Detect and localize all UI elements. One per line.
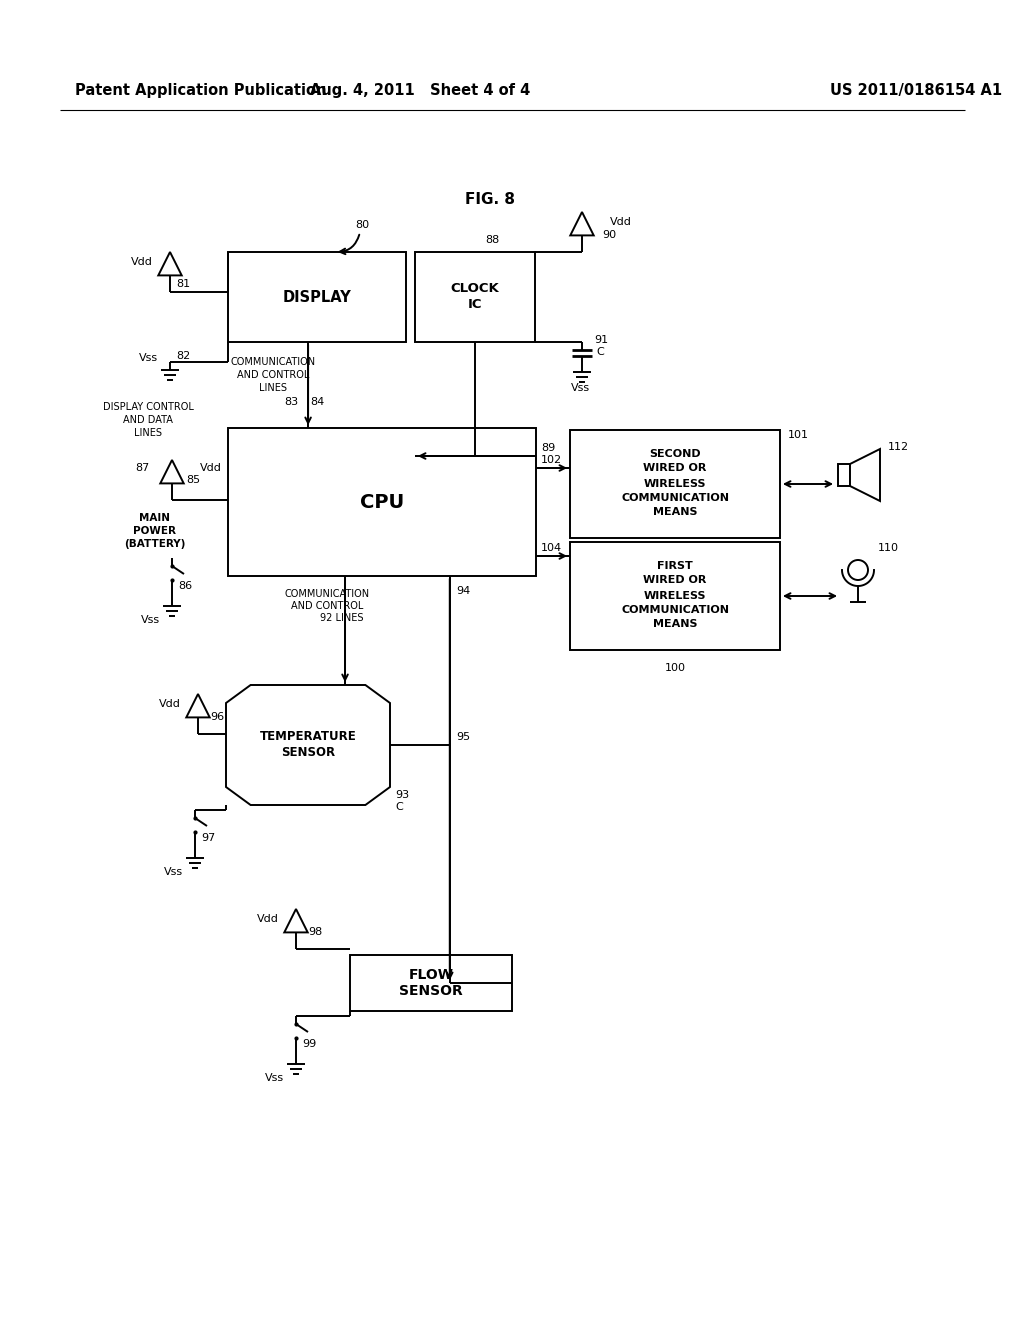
Text: 101: 101 (788, 430, 809, 440)
Text: 92 LINES: 92 LINES (321, 612, 364, 623)
Text: 83: 83 (284, 397, 298, 407)
Bar (350, 954, 512, 1011)
Text: 88: 88 (485, 235, 500, 246)
Text: TEMPERATURE: TEMPERATURE (260, 730, 356, 743)
Text: SECOND: SECOND (649, 449, 700, 459)
Text: 93: 93 (395, 789, 410, 800)
Polygon shape (570, 213, 594, 235)
Bar (570, 430, 780, 539)
Text: COMMUNICATION: COMMUNICATION (621, 605, 729, 615)
Text: COMMUNICATION: COMMUNICATION (230, 356, 315, 367)
Text: 96: 96 (210, 711, 224, 722)
Text: 87: 87 (136, 463, 150, 473)
Text: Aug. 4, 2011   Sheet 4 of 4: Aug. 4, 2011 Sheet 4 of 4 (310, 82, 530, 98)
Bar (415, 252, 535, 342)
Text: 82: 82 (176, 351, 190, 360)
Text: 81: 81 (176, 279, 190, 289)
Text: US 2011/0186154 A1: US 2011/0186154 A1 (830, 82, 1002, 98)
Polygon shape (186, 694, 210, 717)
Text: 80: 80 (355, 220, 369, 230)
Text: LINES: LINES (259, 383, 287, 393)
Text: (BATTERY): (BATTERY) (124, 539, 185, 549)
Bar (228, 252, 406, 342)
Text: 95: 95 (456, 733, 470, 742)
Text: 84: 84 (310, 397, 325, 407)
Text: FLOW: FLOW (409, 968, 454, 982)
Text: C: C (395, 803, 402, 812)
Text: DISPLAY: DISPLAY (283, 289, 351, 305)
Text: Vss: Vss (141, 615, 160, 624)
Circle shape (848, 560, 868, 579)
Text: WIRELESS: WIRELESS (644, 591, 707, 601)
Text: SENSOR: SENSOR (281, 747, 335, 759)
Text: MEANS: MEANS (652, 619, 697, 630)
Text: WIRED OR: WIRED OR (643, 576, 707, 585)
Text: 100: 100 (665, 663, 685, 673)
Text: Vss: Vss (265, 1073, 284, 1082)
Text: 98: 98 (308, 927, 323, 937)
Polygon shape (159, 252, 181, 276)
Text: IC: IC (468, 298, 482, 312)
Text: Vdd: Vdd (257, 913, 279, 924)
Text: AND DATA: AND DATA (123, 414, 173, 425)
Polygon shape (161, 459, 183, 483)
Text: 89: 89 (541, 444, 555, 453)
Bar (838, 465, 850, 486)
Text: WIRED OR: WIRED OR (643, 463, 707, 473)
Text: MAIN: MAIN (139, 513, 171, 523)
Text: FIRST: FIRST (657, 561, 693, 572)
Polygon shape (285, 909, 307, 932)
Text: CPU: CPU (359, 492, 404, 511)
Text: POWER: POWER (133, 525, 176, 536)
Polygon shape (226, 685, 390, 805)
Text: C: C (596, 347, 604, 356)
Text: 94: 94 (456, 586, 470, 597)
Text: WIRELESS: WIRELESS (644, 479, 707, 488)
Text: Vss: Vss (570, 383, 590, 393)
Text: 112: 112 (888, 442, 909, 451)
Text: SENSOR: SENSOR (399, 983, 463, 998)
Text: Patent Application Publication: Patent Application Publication (75, 82, 327, 98)
Text: 102: 102 (541, 455, 562, 465)
Bar (228, 428, 536, 576)
Text: 86: 86 (178, 581, 193, 591)
Text: Vdd: Vdd (200, 463, 222, 473)
Bar (570, 543, 780, 649)
Text: LINES: LINES (134, 428, 162, 438)
Text: 90: 90 (602, 230, 616, 240)
Text: CLOCK: CLOCK (451, 282, 500, 296)
Text: Vss: Vss (139, 352, 158, 363)
Text: Vdd: Vdd (159, 700, 181, 709)
Text: COMMUNICATION: COMMUNICATION (285, 589, 370, 599)
Text: Vdd: Vdd (131, 257, 153, 267)
Text: AND CONTROL: AND CONTROL (237, 370, 309, 380)
Text: 91: 91 (594, 335, 608, 345)
Text: MEANS: MEANS (652, 507, 697, 517)
Text: AND CONTROL: AND CONTROL (291, 601, 364, 611)
Text: FIG. 8: FIG. 8 (465, 193, 515, 207)
Text: 85: 85 (186, 475, 200, 484)
Text: COMMUNICATION: COMMUNICATION (621, 492, 729, 503)
Text: 99: 99 (302, 1039, 316, 1049)
Text: 97: 97 (201, 833, 215, 843)
Text: DISPLAY CONTROL: DISPLAY CONTROL (102, 403, 194, 412)
Text: 104: 104 (541, 543, 562, 553)
Text: 110: 110 (878, 543, 899, 553)
Polygon shape (850, 449, 880, 502)
Text: Vdd: Vdd (610, 216, 632, 227)
Text: Vss: Vss (164, 867, 183, 876)
